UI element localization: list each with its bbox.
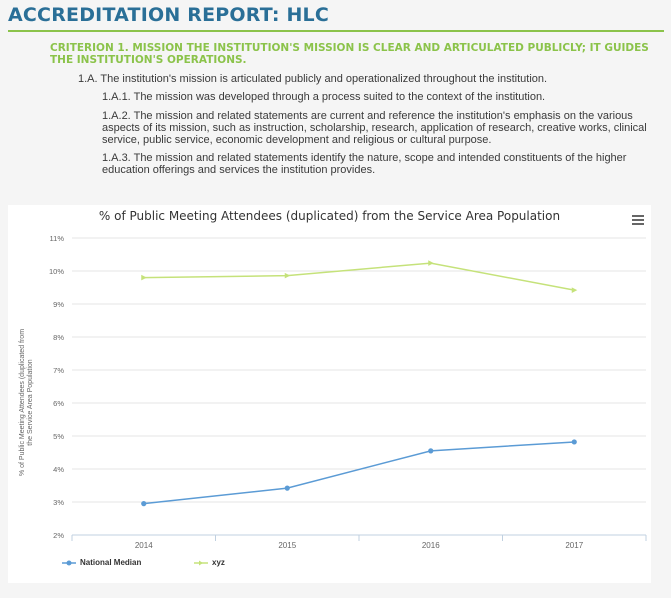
x-tick-label: 2016 — [422, 541, 440, 550]
y-tick-label: 8% — [53, 333, 64, 342]
legend-marker-icon — [62, 560, 76, 565]
title-divider — [8, 30, 664, 32]
data-point — [571, 287, 578, 293]
legend-marker-icon — [194, 560, 208, 565]
y-axis-title: % of Public Meeting Attendees (duplicate… — [19, 329, 34, 476]
chart-menu-icon[interactable] — [632, 215, 644, 225]
legend-label: xyz — [212, 558, 225, 567]
legend-item-xyz[interactable]: xyz — [194, 558, 225, 567]
x-tick-label: 2014 — [135, 541, 153, 550]
data-point — [284, 272, 291, 279]
data-point — [284, 485, 290, 491]
data-point — [141, 274, 147, 281]
y-tick-label: 6% — [53, 399, 64, 408]
criterion-item-1a3: 1.A.3. The mission and related statement… — [102, 152, 627, 176]
legend-item-national-median[interactable]: National Median — [62, 558, 141, 567]
y-tick-label: 2% — [53, 531, 64, 540]
page-title: ACCREDITATION REPORT: HLC — [8, 4, 330, 26]
criterion-item-1a2: 1.A.2. The mission and related statement… — [102, 110, 647, 146]
legend-label: National Median — [80, 558, 142, 567]
x-tick-label: 2017 — [565, 541, 583, 550]
data-point — [141, 501, 147, 507]
criterion-heading: CRITERION 1. MISSION THE INSTITUTION'S M… — [50, 42, 649, 66]
y-tick-label: 10% — [49, 267, 64, 276]
criterion-item-1a1: 1.A.1. The mission was developed through… — [102, 91, 546, 103]
y-tick-label: 5% — [53, 432, 64, 441]
x-tick-label: 2015 — [278, 541, 296, 550]
y-tick-label: 7% — [53, 366, 64, 375]
y-tick-label: 3% — [53, 498, 64, 507]
line-chart: 2% 3% 4% 5% 6% 7% 8% 9% 10% 11% 2014 2015 2016 2017 % … — [19, 234, 647, 550]
y-tick-label: 11% — [50, 234, 65, 243]
series-line — [143, 441, 575, 505]
data-point — [428, 448, 434, 454]
data-point — [571, 439, 577, 445]
chart-panel: 2% 3% 4% 5% 6% 7% 8% 9% 10% 11% 2014 2015 2016 2017 % … — [8, 205, 651, 583]
y-tick-label: 9% — [53, 300, 64, 309]
criterion-item-1a: 1.A. The institution's mission is articu… — [78, 73, 548, 85]
chart-title: % of Public Meeting Attendees (duplicate… — [98, 209, 561, 223]
series-line — [143, 262, 575, 291]
y-tick-label: 4% — [53, 465, 64, 474]
data-point — [428, 260, 434, 266]
